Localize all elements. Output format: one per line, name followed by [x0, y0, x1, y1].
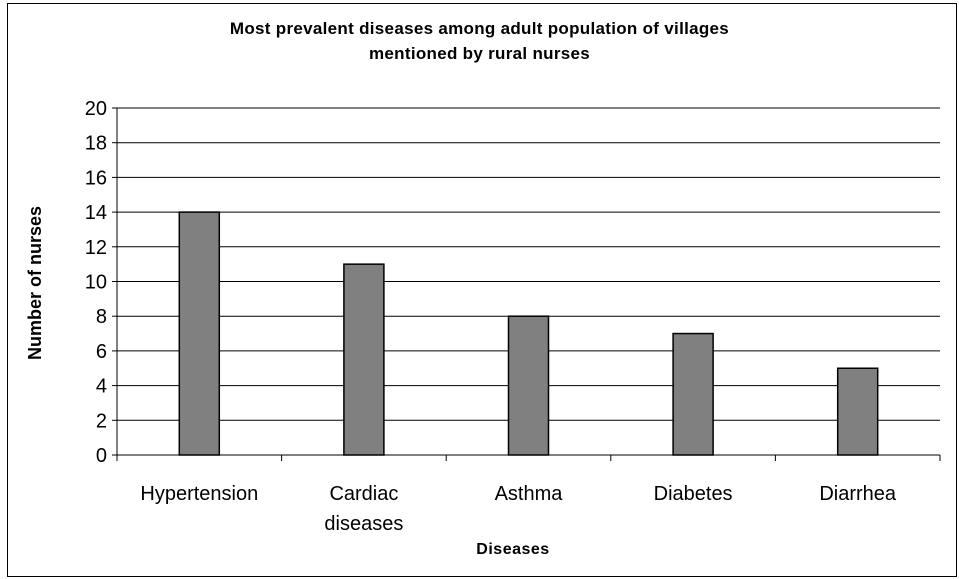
y-tick-label: 18: [85, 133, 107, 155]
x-tick-label: Diarrhea: [819, 483, 897, 505]
chart-frame: [7, 3, 957, 577]
y-tick-label: 16: [85, 167, 107, 189]
y-tick-label: 12: [85, 237, 107, 259]
y-tick-label: 20: [85, 98, 107, 120]
bar: [672, 332, 714, 456]
chart-title-line-2: mentioned by rural nurses: [369, 44, 590, 63]
x-tick-label: diseases: [324, 513, 403, 535]
bar: [178, 211, 221, 456]
x-tick-label: Asthma: [495, 483, 564, 505]
bar: [836, 367, 879, 456]
y-tick-label: 10: [85, 272, 107, 294]
x-axis-title: Diseases: [476, 541, 549, 558]
bar: [343, 263, 385, 456]
y-tick-label: 2: [96, 410, 107, 432]
y-tick-label: 8: [96, 306, 107, 328]
y-tick-label: 14: [85, 202, 107, 224]
x-tick-label: Cardiac: [329, 483, 398, 505]
y-axis-title: Number of nurses: [25, 206, 45, 360]
y-tick-label: 4: [96, 376, 107, 398]
x-tick-label: Diabetes: [654, 483, 733, 505]
bar: [507, 315, 550, 456]
y-tick-label: 6: [96, 341, 107, 363]
chart-title-line-1: Most prevalent diseases among adult popu…: [229, 19, 730, 38]
y-tick-label: 0: [96, 445, 107, 467]
x-tick-label: Hypertension: [140, 483, 258, 505]
